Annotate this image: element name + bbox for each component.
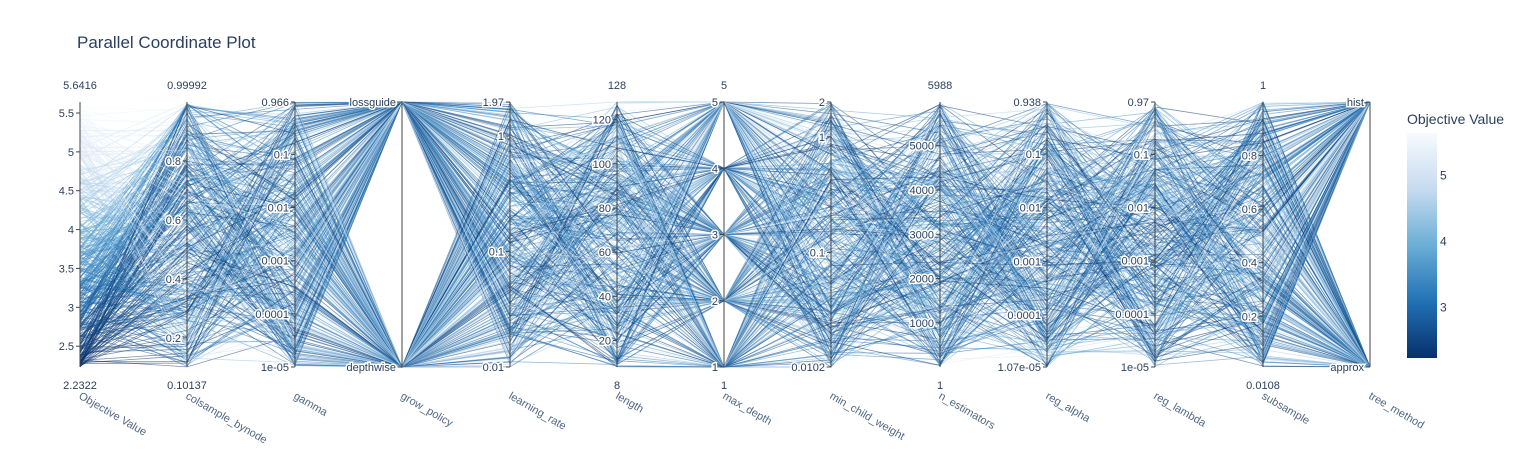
axis-tick-label: 120	[593, 115, 611, 127]
axis-tick-label: 0.001	[1013, 256, 1041, 268]
axis-tick-label: 0.2	[166, 333, 181, 345]
axis-tick-label: 0.1	[1134, 149, 1149, 161]
axis-tick-label: 0.6	[166, 215, 181, 227]
axis-title: gamma	[292, 390, 331, 419]
axis-max-label: 1	[1260, 80, 1266, 92]
axis-tick-label: 3000	[910, 229, 934, 241]
axis-tick-label: 80	[599, 203, 611, 215]
axis-max-label: 5.6416	[63, 80, 97, 92]
axis-tick-label: 2	[712, 296, 718, 308]
axis-tick-label: 5	[68, 147, 74, 159]
axis-tick-label: approx	[1330, 362, 1364, 374]
axis-min-label: 0.0108	[1246, 380, 1280, 392]
axis-tick-label: 1e-05	[261, 362, 289, 374]
axis-tick-label: 0.938	[1013, 97, 1041, 109]
axis-tick-label: 0.01	[1020, 203, 1041, 215]
axis-title: colsample_bynode	[184, 390, 269, 446]
chart-title: Parallel Coordinate Plot	[77, 33, 256, 52]
axis-tick-label: 0.6	[1242, 204, 1257, 216]
axis-tick-label: 0.1	[489, 247, 504, 259]
axis-title: length	[614, 390, 646, 415]
axis-tick-label: 4	[68, 225, 74, 237]
axis-tick-label: 5	[712, 97, 718, 109]
polyline-layer	[79, 100, 1371, 369]
axis-tick-label: 0.1	[274, 149, 289, 161]
axis-tick-label: depthwise	[346, 362, 396, 374]
colorbar-gradient	[1407, 133, 1437, 358]
axis-tick-label: 2.5	[59, 341, 74, 353]
axis-title: min_child_weight	[828, 390, 907, 443]
axis-tick-label: 0.4	[166, 274, 181, 286]
axis-tick-label: 1	[819, 132, 825, 144]
axis-tick-label: 0.0001	[255, 309, 289, 321]
axis-tick-label: 2000	[910, 274, 934, 286]
axis-title: tree_method	[1367, 390, 1426, 431]
axis-min-label: 8	[614, 380, 620, 392]
axis-tick-label: 0.966	[261, 97, 289, 109]
axis-tick-label: 0.1	[810, 247, 825, 259]
axis-tick-label: 1.97	[483, 97, 504, 109]
axis-title: subsample	[1260, 390, 1312, 427]
axis-tick-label: 4	[712, 163, 718, 175]
axis-tick-label: 0.4	[1242, 258, 1257, 270]
axis-tick-label: 0.1	[1026, 149, 1041, 161]
axis-tick-label: 0.97	[1128, 97, 1149, 109]
axis-tick-label: 0.0102	[791, 362, 825, 374]
axis-tick-label: lossguide	[350, 97, 396, 109]
axis-tick-label: 20	[599, 336, 611, 348]
axis-tick-label: 1	[712, 362, 718, 374]
axis-tick-label: 4.5	[59, 186, 74, 198]
axis-tick-label: 0.8	[166, 156, 181, 168]
axis-max-label: 5988	[928, 80, 952, 92]
axis-tick-label: 0.001	[1121, 256, 1149, 268]
colorbar-tick-label: 4	[1440, 234, 1447, 248]
axis-tick-label: 0.001	[261, 256, 289, 268]
axis-title: grow_policy	[399, 390, 456, 430]
axis-title: Objective Value	[77, 390, 149, 439]
axis-max-label: 5	[721, 80, 727, 92]
axis-tick-label: 0.8	[1242, 151, 1257, 163]
axis-tick-label: 1	[498, 131, 504, 143]
colorbar: Objective Value 3 4 5	[1407, 111, 1504, 358]
axis-tick-label: 3	[68, 302, 74, 314]
axis-tick-label: 4000	[910, 185, 934, 197]
axis-max-label: 0.99992	[167, 80, 207, 92]
axis-title: reg_lambda	[1152, 390, 1209, 430]
axis-title: max_depth	[721, 390, 774, 428]
axis-tick-label: 1000	[910, 318, 934, 330]
axis-title: learning_rate	[507, 390, 569, 433]
axis-tick-label: 0.0001	[1007, 310, 1041, 322]
axis-min-label: 1	[937, 380, 943, 392]
axis-tick-label: 60	[599, 247, 611, 259]
axis-min-label: 1	[721, 380, 727, 392]
axis-tick-label: 0.01	[268, 203, 289, 215]
colorbar-tick-label: 5	[1440, 168, 1447, 182]
axis-tick-label: 0.2	[1242, 311, 1257, 323]
axis-tick-label: 2	[819, 97, 825, 109]
axis-tick-label: 0.01	[1128, 203, 1149, 215]
axis-tick-label: 1e-05	[1121, 362, 1149, 374]
axis-min-label: 2.2322	[63, 380, 97, 392]
axis-tick-label: 0.01	[483, 362, 504, 374]
axis-tick-label: 100	[593, 159, 611, 171]
axis-tick-label: 40	[599, 291, 611, 303]
axis-tick-label: hist	[1347, 97, 1364, 109]
axis-tick-label: 5000	[910, 141, 934, 153]
axis-tick-label: 0.0001	[1115, 309, 1149, 321]
axis-tick-label: 3	[712, 230, 718, 242]
colorbar-title: Objective Value	[1407, 111, 1504, 127]
axis-title: n_estimators	[937, 390, 998, 432]
axis-title: reg_alpha	[1044, 390, 1093, 425]
axis-tick-label: 5.5	[59, 108, 74, 120]
axis-max-label: 128	[608, 80, 626, 92]
axis-tick-label: 1.07e-05	[998, 362, 1041, 374]
axis-min-label: 0.10137	[167, 380, 207, 392]
axis-gamma[interactable]: 1e-05 0.0001 0.001 0.01 0.1 0.966 gamma	[254, 96, 331, 420]
colorbar-tick-label: 3	[1440, 300, 1447, 314]
axis-tick-label: 3.5	[59, 263, 74, 275]
